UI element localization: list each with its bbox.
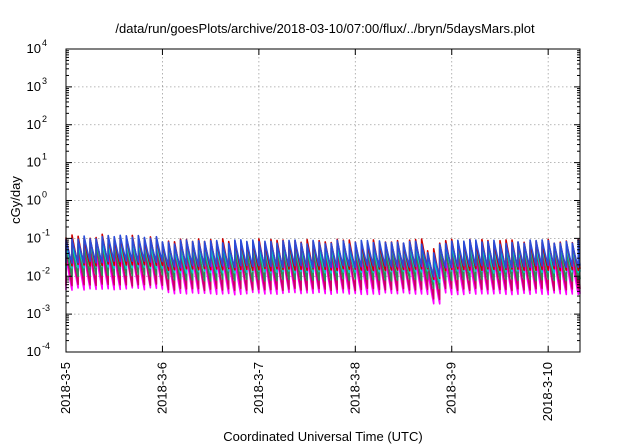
y-tick-label: 10 bbox=[27, 79, 41, 94]
x-tick-label: 2018-3-6 bbox=[154, 362, 169, 414]
grid bbox=[66, 49, 580, 352]
y-tick-exponent: 4 bbox=[42, 38, 47, 48]
chart-title: /data/run/goesPlots/archive/2018-03-10/0… bbox=[115, 21, 535, 36]
plot-frame bbox=[65, 48, 581, 353]
y-tick-exponent: -4 bbox=[42, 341, 50, 351]
x-tick-label: 2018-3-9 bbox=[444, 362, 459, 414]
series-line bbox=[65, 234, 581, 278]
x-axis-label: Coordinated Universal Time (UTC) bbox=[223, 429, 422, 444]
y-tick-label: 10 bbox=[27, 230, 41, 245]
series-group bbox=[65, 233, 581, 305]
y-tick-label: 10 bbox=[27, 41, 41, 56]
y-tick-label: 10 bbox=[27, 268, 41, 283]
x-tick-label: 2018-3-10 bbox=[540, 362, 555, 421]
y-tick-label: 10 bbox=[27, 155, 41, 170]
x-tick-label: 2018-3-5 bbox=[58, 362, 73, 414]
y-axis-label: cGy/day bbox=[8, 176, 23, 224]
y-tick-exponent: -3 bbox=[42, 303, 50, 313]
y-tick-label: 10 bbox=[27, 193, 41, 208]
y-tick-label: 10 bbox=[27, 117, 41, 132]
x-tick-labels: 2018-3-5 2018-3-6 2018-3-7 2018-3-8 2018-3-9… bbox=[58, 362, 555, 421]
y-tick-exponent: -1 bbox=[42, 227, 50, 237]
series-line bbox=[65, 250, 581, 305]
y-tick-label: 10 bbox=[27, 344, 41, 359]
y-tick-exponent: 0 bbox=[42, 190, 47, 200]
x-tick-label: 2018-3-8 bbox=[347, 362, 362, 414]
y-tick-exponent: 1 bbox=[42, 152, 47, 162]
y-tick-label: 10 bbox=[27, 306, 41, 321]
y-tick-exponent: 3 bbox=[42, 76, 47, 86]
y-tick-exponent: 2 bbox=[42, 114, 47, 124]
x-tick-label: 2018-3-7 bbox=[251, 362, 266, 414]
y-tick-exponent: -2 bbox=[42, 265, 50, 275]
